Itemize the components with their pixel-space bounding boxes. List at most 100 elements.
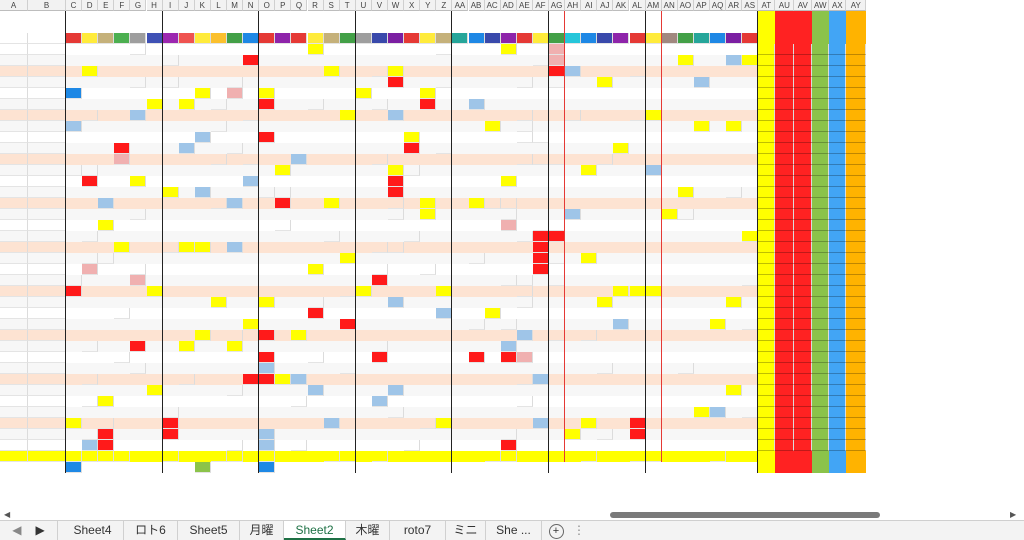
number-cell[interactable] <box>162 242 179 253</box>
number-cell[interactable] <box>516 297 533 308</box>
column-header-at[interactable]: AT <box>758 0 776 11</box>
number-cell[interactable] <box>130 44 147 55</box>
latest-draw-number[interactable] <box>339 451 356 462</box>
number-cell[interactable] <box>130 275 147 286</box>
number-cell[interactable] <box>66 121 83 132</box>
latest-draw-number[interactable] <box>629 451 646 462</box>
number-cell[interactable] <box>227 330 244 341</box>
number-cell[interactable] <box>484 308 501 319</box>
number-cell[interactable] <box>420 198 437 209</box>
number-cell[interactable] <box>162 77 179 88</box>
column-header-af[interactable]: AF <box>532 0 549 11</box>
number-cell[interactable] <box>194 187 211 198</box>
add-sheet-icon[interactable]: + <box>546 521 566 540</box>
tab-navigation[interactable]: ◀ ▶ <box>0 521 58 540</box>
number-cell[interactable] <box>565 110 582 121</box>
number-cell[interactable] <box>178 374 195 385</box>
number-cell[interactable] <box>549 44 566 55</box>
number-cell[interactable] <box>404 440 421 451</box>
number-cell[interactable] <box>243 374 260 385</box>
number-cell[interactable] <box>291 154 308 165</box>
number-cell[interactable] <box>516 132 533 143</box>
column-header-au[interactable]: AU <box>775 0 795 11</box>
number-cell[interactable] <box>629 110 646 121</box>
number-cell[interactable] <box>581 330 598 341</box>
number-cell[interactable] <box>420 264 437 275</box>
number-cell[interactable] <box>259 440 276 451</box>
number-cell[interactable] <box>436 286 453 297</box>
number-cell[interactable] <box>742 275 759 286</box>
column-header-p[interactable]: P <box>275 0 292 11</box>
number-cell[interactable] <box>500 176 517 187</box>
number-cell[interactable] <box>210 154 227 165</box>
column-header-e[interactable]: E <box>98 0 115 11</box>
number-cell[interactable] <box>227 143 244 154</box>
number-cell[interactable] <box>468 253 485 264</box>
number-cell[interactable] <box>355 286 372 297</box>
number-cell[interactable] <box>532 220 549 231</box>
number-cell[interactable] <box>323 418 340 429</box>
number-cell[interactable] <box>259 99 276 110</box>
number-cell[interactable] <box>549 66 566 77</box>
number-cell[interactable] <box>275 220 292 231</box>
number-cell[interactable] <box>130 209 147 220</box>
tab-next-icon[interactable]: ▶ <box>35 523 45 537</box>
number-cell[interactable] <box>388 77 405 88</box>
number-cell[interactable] <box>114 242 131 253</box>
column-header-f[interactable]: F <box>114 0 131 11</box>
column-header-c[interactable]: C <box>66 0 83 11</box>
number-cell[interactable] <box>114 143 131 154</box>
number-cell[interactable] <box>500 209 517 220</box>
column-header-n[interactable]: N <box>243 0 260 11</box>
number-cell[interactable] <box>227 242 244 253</box>
number-cell[interactable] <box>645 110 662 121</box>
sheet-tab[interactable]: 木曜 <box>346 521 390 540</box>
number-cell[interactable] <box>645 286 662 297</box>
number-cell[interactable] <box>291 440 308 451</box>
number-cell[interactable] <box>82 66 99 77</box>
number-cell[interactable] <box>500 44 517 55</box>
number-cell[interactable] <box>388 297 405 308</box>
number-cell[interactable] <box>275 165 292 176</box>
number-cell[interactable] <box>194 242 211 253</box>
column-header-ab[interactable]: AB <box>468 0 485 11</box>
number-cell[interactable] <box>549 231 566 242</box>
number-cell[interactable] <box>259 88 276 99</box>
number-cell[interactable] <box>259 297 276 308</box>
latest-draw-number[interactable] <box>162 451 179 462</box>
column-header-ai[interactable]: AI <box>581 0 598 11</box>
number-cell[interactable] <box>194 88 211 99</box>
number-cell[interactable] <box>516 231 533 242</box>
number-cell[interactable] <box>371 99 388 110</box>
number-cell[interactable] <box>178 99 195 110</box>
number-cell[interactable] <box>162 187 179 198</box>
number-cell[interactable] <box>388 176 405 187</box>
scroll-left-arrow[interactable]: ◀ <box>4 510 11 519</box>
latest-draw-number[interactable] <box>645 451 662 462</box>
number-cell[interactable] <box>597 77 614 88</box>
number-cell[interactable] <box>339 253 356 264</box>
number-cell[interactable] <box>82 231 99 242</box>
number-cell[interactable] <box>130 176 147 187</box>
number-cell[interactable] <box>549 77 566 88</box>
number-cell[interactable] <box>581 165 598 176</box>
column-header-w[interactable]: W <box>388 0 405 11</box>
number-cell[interactable] <box>178 341 195 352</box>
column-header-i[interactable]: I <box>162 0 179 11</box>
number-cell[interactable] <box>98 253 115 264</box>
number-cell[interactable] <box>275 374 292 385</box>
number-cell[interactable] <box>436 143 453 154</box>
number-cell[interactable] <box>468 319 485 330</box>
number-cell[interactable] <box>742 407 759 418</box>
number-cell[interactable] <box>388 209 405 220</box>
number-cell[interactable] <box>388 385 405 396</box>
number-cell[interactable] <box>500 275 517 286</box>
number-cell[interactable] <box>532 231 549 242</box>
number-cell[interactable] <box>404 231 421 242</box>
number-cell[interactable] <box>307 297 324 308</box>
number-cell[interactable] <box>243 110 260 121</box>
number-cell[interactable] <box>629 429 646 440</box>
number-cell[interactable] <box>98 198 115 209</box>
number-cell[interactable] <box>259 374 276 385</box>
column-header-aw[interactable]: AW <box>812 0 830 11</box>
